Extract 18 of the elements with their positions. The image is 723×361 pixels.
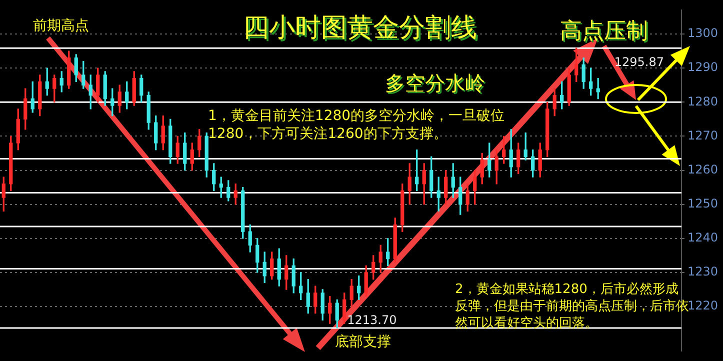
y-tick-label: 1280 xyxy=(687,94,718,108)
annotation: 前期高点 xyxy=(33,18,89,34)
y-tick-label: 1240 xyxy=(687,230,718,245)
chart-title: 四小时图黄金分割线 xyxy=(245,15,479,45)
y-tick-label: 1260 xyxy=(687,162,718,176)
y-tick-label: 1300 xyxy=(687,26,718,40)
annotation: 1295.87 xyxy=(614,55,664,70)
annotation: 2，黄金如果站稳1280，后市必然形成反弹，但是由于前期的高点压制，后市依然可以看好空头的回落。 xyxy=(455,282,689,331)
y-tick-label: 1230 xyxy=(687,264,718,279)
annotation: 1，黄金目前关注1280的多空分水岭，一旦破位1280，下方可关注1260的下方支撑。 xyxy=(208,108,505,142)
annotation: 高点压制 xyxy=(562,20,650,46)
annotation: 1213.70 xyxy=(347,312,397,327)
y-tick-label: 1220 xyxy=(687,298,718,313)
y-tick-label: 1270 xyxy=(687,128,718,142)
annotation: 多空分水岭 xyxy=(386,72,486,96)
annotation: 底部支撑 xyxy=(335,334,391,350)
y-tick-label: 1250 xyxy=(687,196,718,210)
y-tick-label: 1290 xyxy=(687,60,718,74)
